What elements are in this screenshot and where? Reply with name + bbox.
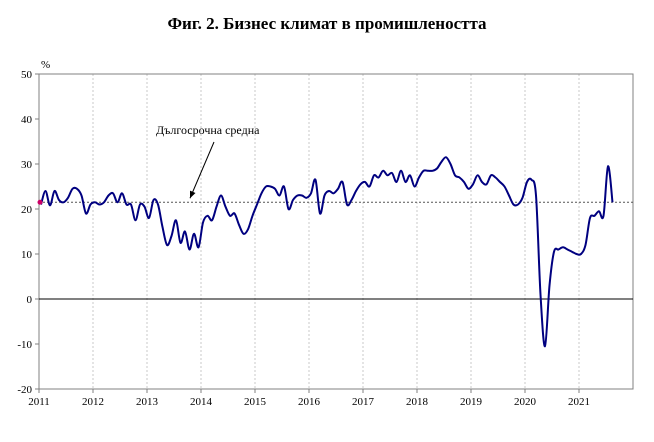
x-tick-label: 2015 [244, 396, 267, 408]
y-tick-label: -20 [17, 384, 32, 396]
x-tick-label: 2021 [568, 396, 590, 408]
series-line [40, 156, 614, 348]
gridlines [92, 74, 580, 389]
x-tick-label: 2020 [514, 396, 537, 408]
series-start-marker [37, 199, 43, 205]
y-tick-label: 0 [27, 294, 33, 306]
x-tick-label: 2019 [460, 396, 483, 408]
y-tick-label: 50 [21, 69, 33, 81]
plot-area-frame [38, 73, 634, 390]
y-axis-unit-label: % [41, 59, 50, 71]
x-tick-label: 2012 [82, 396, 104, 408]
x-axis-ticks: 2011 2012 2013 2014 2015 2016 2017 2018 2019 2020… [28, 389, 590, 408]
y-axis-ticks: -20 -10 0 10 20 30 40 50 [17, 69, 39, 396]
x-tick-label: 2011 [28, 396, 50, 408]
x-tick-label: 2014 [190, 396, 213, 408]
x-tick-label: 2017 [352, 396, 375, 408]
x-tick-label: 2018 [406, 396, 429, 408]
average-annotation-label: Дългосрочна средна [156, 123, 260, 137]
annotation-arrowhead [190, 190, 196, 199]
y-tick-label: 30 [21, 159, 33, 171]
y-tick-label: -10 [17, 339, 32, 351]
x-tick-label: 2013 [136, 396, 159, 408]
annotation-arrow [189, 141, 215, 199]
y-tick-label: 20 [21, 204, 33, 216]
chart-title: Фиг. 2. Бизнес климат в промишлеността [167, 14, 487, 33]
y-tick-label: 10 [21, 249, 33, 261]
x-tick-label: 2016 [298, 396, 321, 408]
y-tick-label: 40 [21, 114, 33, 126]
